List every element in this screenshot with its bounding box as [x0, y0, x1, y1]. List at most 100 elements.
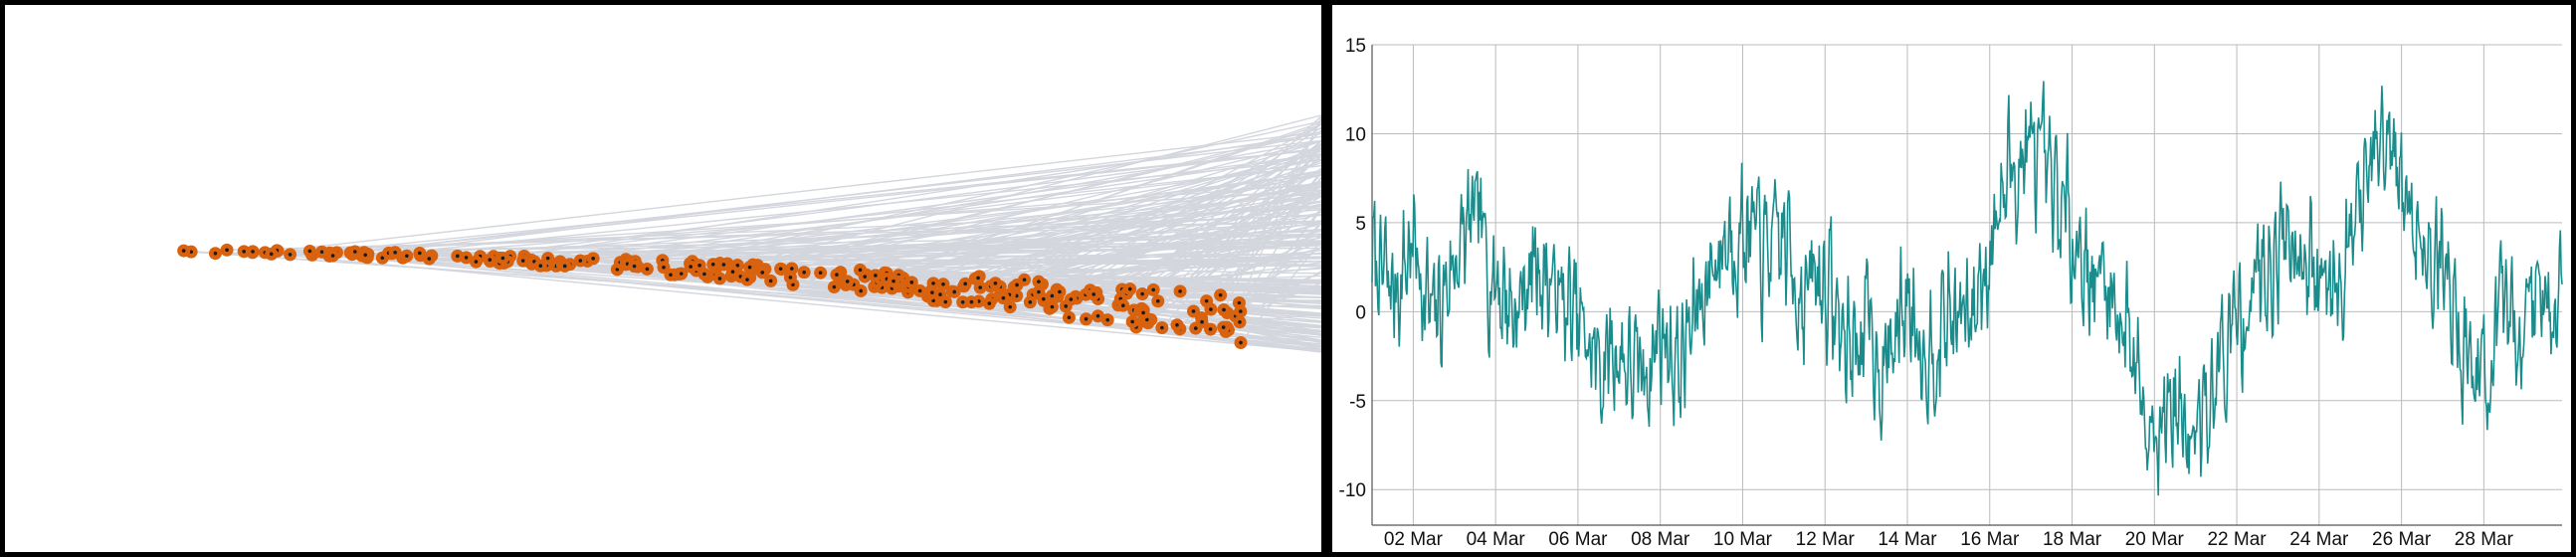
node-center-dot: [225, 248, 229, 253]
link-line: [522, 233, 1321, 262]
node-center-dot: [1050, 304, 1055, 309]
link-line: [804, 233, 1321, 274]
node-center-dot: [538, 264, 543, 269]
node-center-dot: [488, 258, 493, 263]
node-center-dot: [835, 273, 839, 278]
x-tick-label: 04 Mar: [1467, 529, 1526, 550]
node-center-dot: [760, 271, 765, 275]
node-center-dot: [1069, 297, 1074, 301]
node-center-dot: [1041, 296, 1046, 301]
node-center-dot: [1105, 317, 1109, 322]
y-tick-label: 0: [1355, 302, 1366, 323]
node-center-dot: [859, 288, 864, 293]
node-center-dot: [917, 288, 922, 293]
node-center-dot: [591, 257, 595, 261]
node-center-dot: [960, 299, 965, 304]
node-center-dot: [987, 301, 992, 305]
node-center-dot: [702, 272, 706, 277]
node-center-dot: [578, 259, 583, 263]
link-line: [1013, 122, 1321, 288]
node-center-dot: [1208, 327, 1213, 331]
node-center-dot: [1239, 309, 1243, 313]
link-line: [593, 253, 1321, 260]
node-center-dot: [1120, 303, 1125, 308]
node-center-dot: [689, 265, 693, 269]
link-line: [1049, 304, 1321, 310]
node-center-dot: [1209, 307, 1213, 311]
link-line: [354, 148, 1321, 253]
network-plot: [177, 114, 1321, 353]
node-center-dot: [520, 259, 525, 263]
node-center-dot: [832, 284, 837, 289]
link-line: [419, 182, 1321, 255]
node-center-dot: [1218, 292, 1223, 297]
x-tick-label: 26 Mar: [2372, 529, 2432, 550]
node-center-dot: [1084, 316, 1089, 321]
time-series-panel: 15 10 5 0 -5 -10 02 Mar 04 Mar 06 Mar 08 Mar 10 Ma…: [1332, 5, 2571, 552]
node-center-dot: [845, 279, 850, 283]
y-tick-label: 10: [1345, 124, 1366, 145]
node-center-dot: [802, 270, 806, 275]
link-line: [1129, 140, 1321, 290]
series-line: [1371, 81, 2563, 496]
node-center-dot: [1141, 310, 1145, 315]
link-line: [647, 120, 1321, 271]
node-center-dot: [1238, 320, 1242, 324]
link-line: [490, 132, 1321, 261]
y-tick-label: -5: [1349, 392, 1366, 413]
node-center-dot: [405, 254, 409, 259]
node-center-dot: [747, 265, 752, 270]
axes: 15 10 5 0 -5 -10 02 Mar 04 Mar 06 Mar 08 Mar 10 Ma…: [1339, 36, 2562, 550]
x-tick-label: 20 Mar: [2125, 529, 2185, 550]
network-plot-panel: [5, 5, 1321, 552]
node-center-dot: [1160, 325, 1164, 330]
link-line: [703, 114, 1321, 276]
node-center-dot: [1155, 298, 1160, 303]
node-center-dot: [717, 277, 722, 280]
node-center-dot: [963, 281, 967, 286]
node-center-dot: [735, 263, 740, 268]
node-center-dot: [1064, 304, 1069, 308]
node-center-dot: [874, 274, 878, 278]
link-line: [321, 148, 1321, 253]
x-tick-label: 06 Mar: [1548, 529, 1608, 550]
node-center-dot: [181, 249, 186, 253]
node-center-dot: [790, 267, 794, 271]
node-center-dot: [1008, 304, 1012, 309]
node-center-dot: [1091, 292, 1096, 296]
x-tick-label: 12 Mar: [1796, 529, 1856, 550]
node-center-dot: [662, 266, 666, 270]
node-center-dot: [1144, 317, 1149, 322]
node-center-dot: [1221, 325, 1226, 329]
node-center-dot: [562, 264, 567, 269]
x-tick-label: 24 Mar: [2289, 529, 2349, 550]
link-line: [265, 131, 1321, 254]
node-center-dot: [788, 276, 793, 279]
node-center-dot: [474, 260, 479, 264]
node-center-dot: [1191, 309, 1196, 313]
x-tick-label: 14 Mar: [1878, 529, 1937, 550]
node-center-dot: [978, 285, 982, 289]
node-center-dot: [380, 256, 385, 261]
link-line: [847, 183, 1321, 282]
node-center-dot: [721, 263, 726, 267]
link-line: [911, 146, 1321, 283]
x-tick-label: 18 Mar: [2043, 529, 2102, 550]
x-tick-label: 10 Mar: [1713, 529, 1773, 550]
link-line: [1157, 195, 1321, 302]
node-center-dot: [615, 268, 620, 272]
x-tick-label: 02 Mar: [1384, 529, 1444, 550]
node-center-dot: [791, 282, 795, 287]
node-center-dot: [1200, 319, 1204, 324]
node-center-dot: [938, 292, 942, 296]
node-center-dot: [242, 250, 246, 254]
y-tick-label: 15: [1345, 36, 1366, 57]
node-center-dot: [909, 280, 914, 284]
link-line: [564, 173, 1321, 268]
node-center-dot: [745, 278, 749, 281]
y-tick-label: 5: [1355, 214, 1366, 235]
node-center-dot: [941, 281, 945, 286]
node-center-dot: [892, 278, 895, 283]
node-center-dot: [778, 267, 783, 272]
node-center-dot: [1067, 315, 1072, 320]
